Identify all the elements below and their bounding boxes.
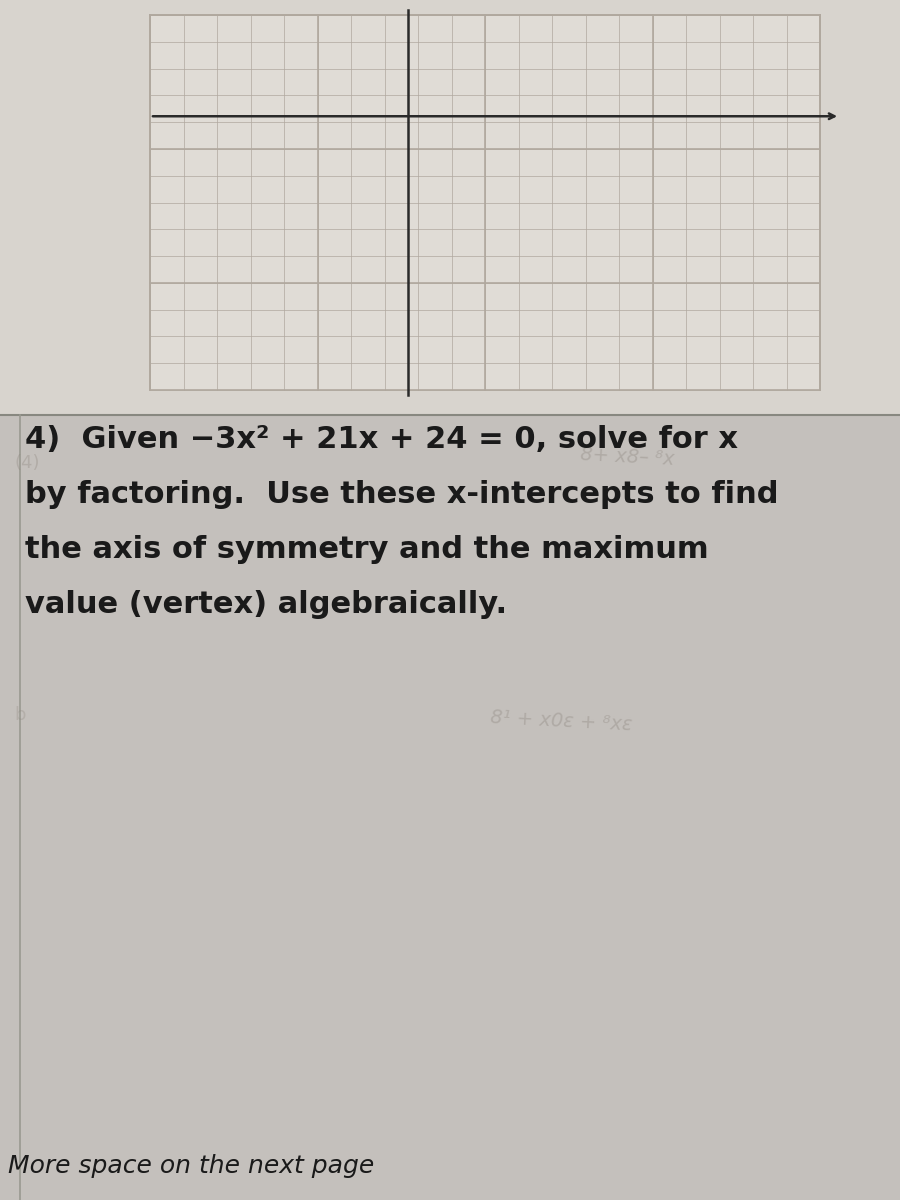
Text: 4)  Given −3x² + 21x + 24 = 0, solve for x: 4) Given −3x² + 21x + 24 = 0, solve for … <box>25 425 738 454</box>
Text: b: b <box>14 706 25 724</box>
Text: More space on the next page: More space on the next page <box>8 1154 374 1178</box>
Bar <box>0 415 900 1200</box>
Text: 8+ x8– ⁸x: 8+ x8– ⁸x <box>580 445 675 469</box>
Bar <box>150 14 820 390</box>
Text: by factoring.  Use these x-intercepts to find: by factoring. Use these x-intercepts to … <box>25 480 778 509</box>
Text: the axis of symmetry and the maximum: the axis of symmetry and the maximum <box>25 535 708 564</box>
Text: value (vertex) algebraically.: value (vertex) algebraically. <box>25 590 507 619</box>
Bar <box>0 0 900 415</box>
Text: (4): (4) <box>14 454 40 472</box>
Text: 8¹ + x0ε + ⁸xε: 8¹ + x0ε + ⁸xε <box>490 708 633 734</box>
